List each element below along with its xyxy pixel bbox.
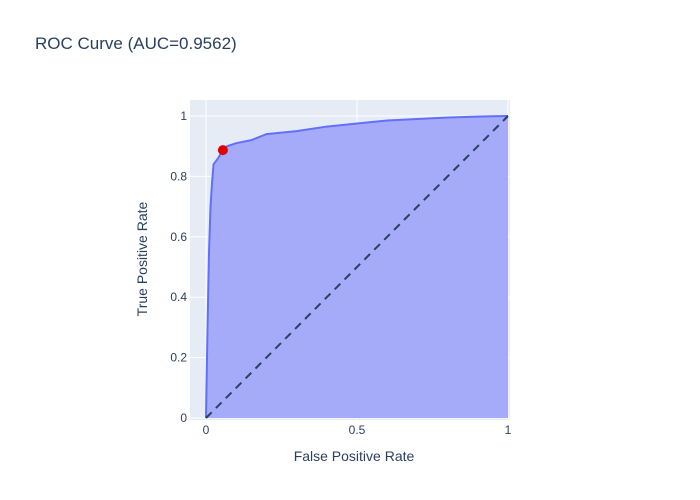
y-tick-label: 0.2: [170, 351, 187, 365]
x-axis-title: False Positive Rate: [294, 448, 415, 464]
y-tick-label: 0.8: [170, 169, 187, 183]
chance-diagonal-line: [205, 115, 509, 419]
y-tick-label: 1: [180, 109, 187, 123]
x-tick-label: 0: [203, 423, 210, 437]
roc-curve-line: [205, 115, 509, 419]
x-tick-label: 0.5: [349, 423, 366, 437]
y-axis-title: True Positive Rate: [134, 201, 150, 316]
chance-line-layer: [205, 115, 509, 419]
y-tick-labels: 0 0.2 0.4 0.6 0.8 1: [170, 109, 187, 425]
y-tick-label: 0: [180, 411, 187, 425]
x-tick-labels: 0 0.5 1: [203, 423, 512, 437]
y-tick-label: 0.4: [170, 290, 187, 304]
x-tick-label: 1: [505, 423, 512, 437]
y-tick-label: 0.6: [170, 230, 187, 244]
optimal-threshold-point: [217, 145, 228, 156]
threshold-point-layer: [217, 145, 228, 156]
chart-title: ROC Curve (AUC=0.9562): [35, 34, 237, 53]
